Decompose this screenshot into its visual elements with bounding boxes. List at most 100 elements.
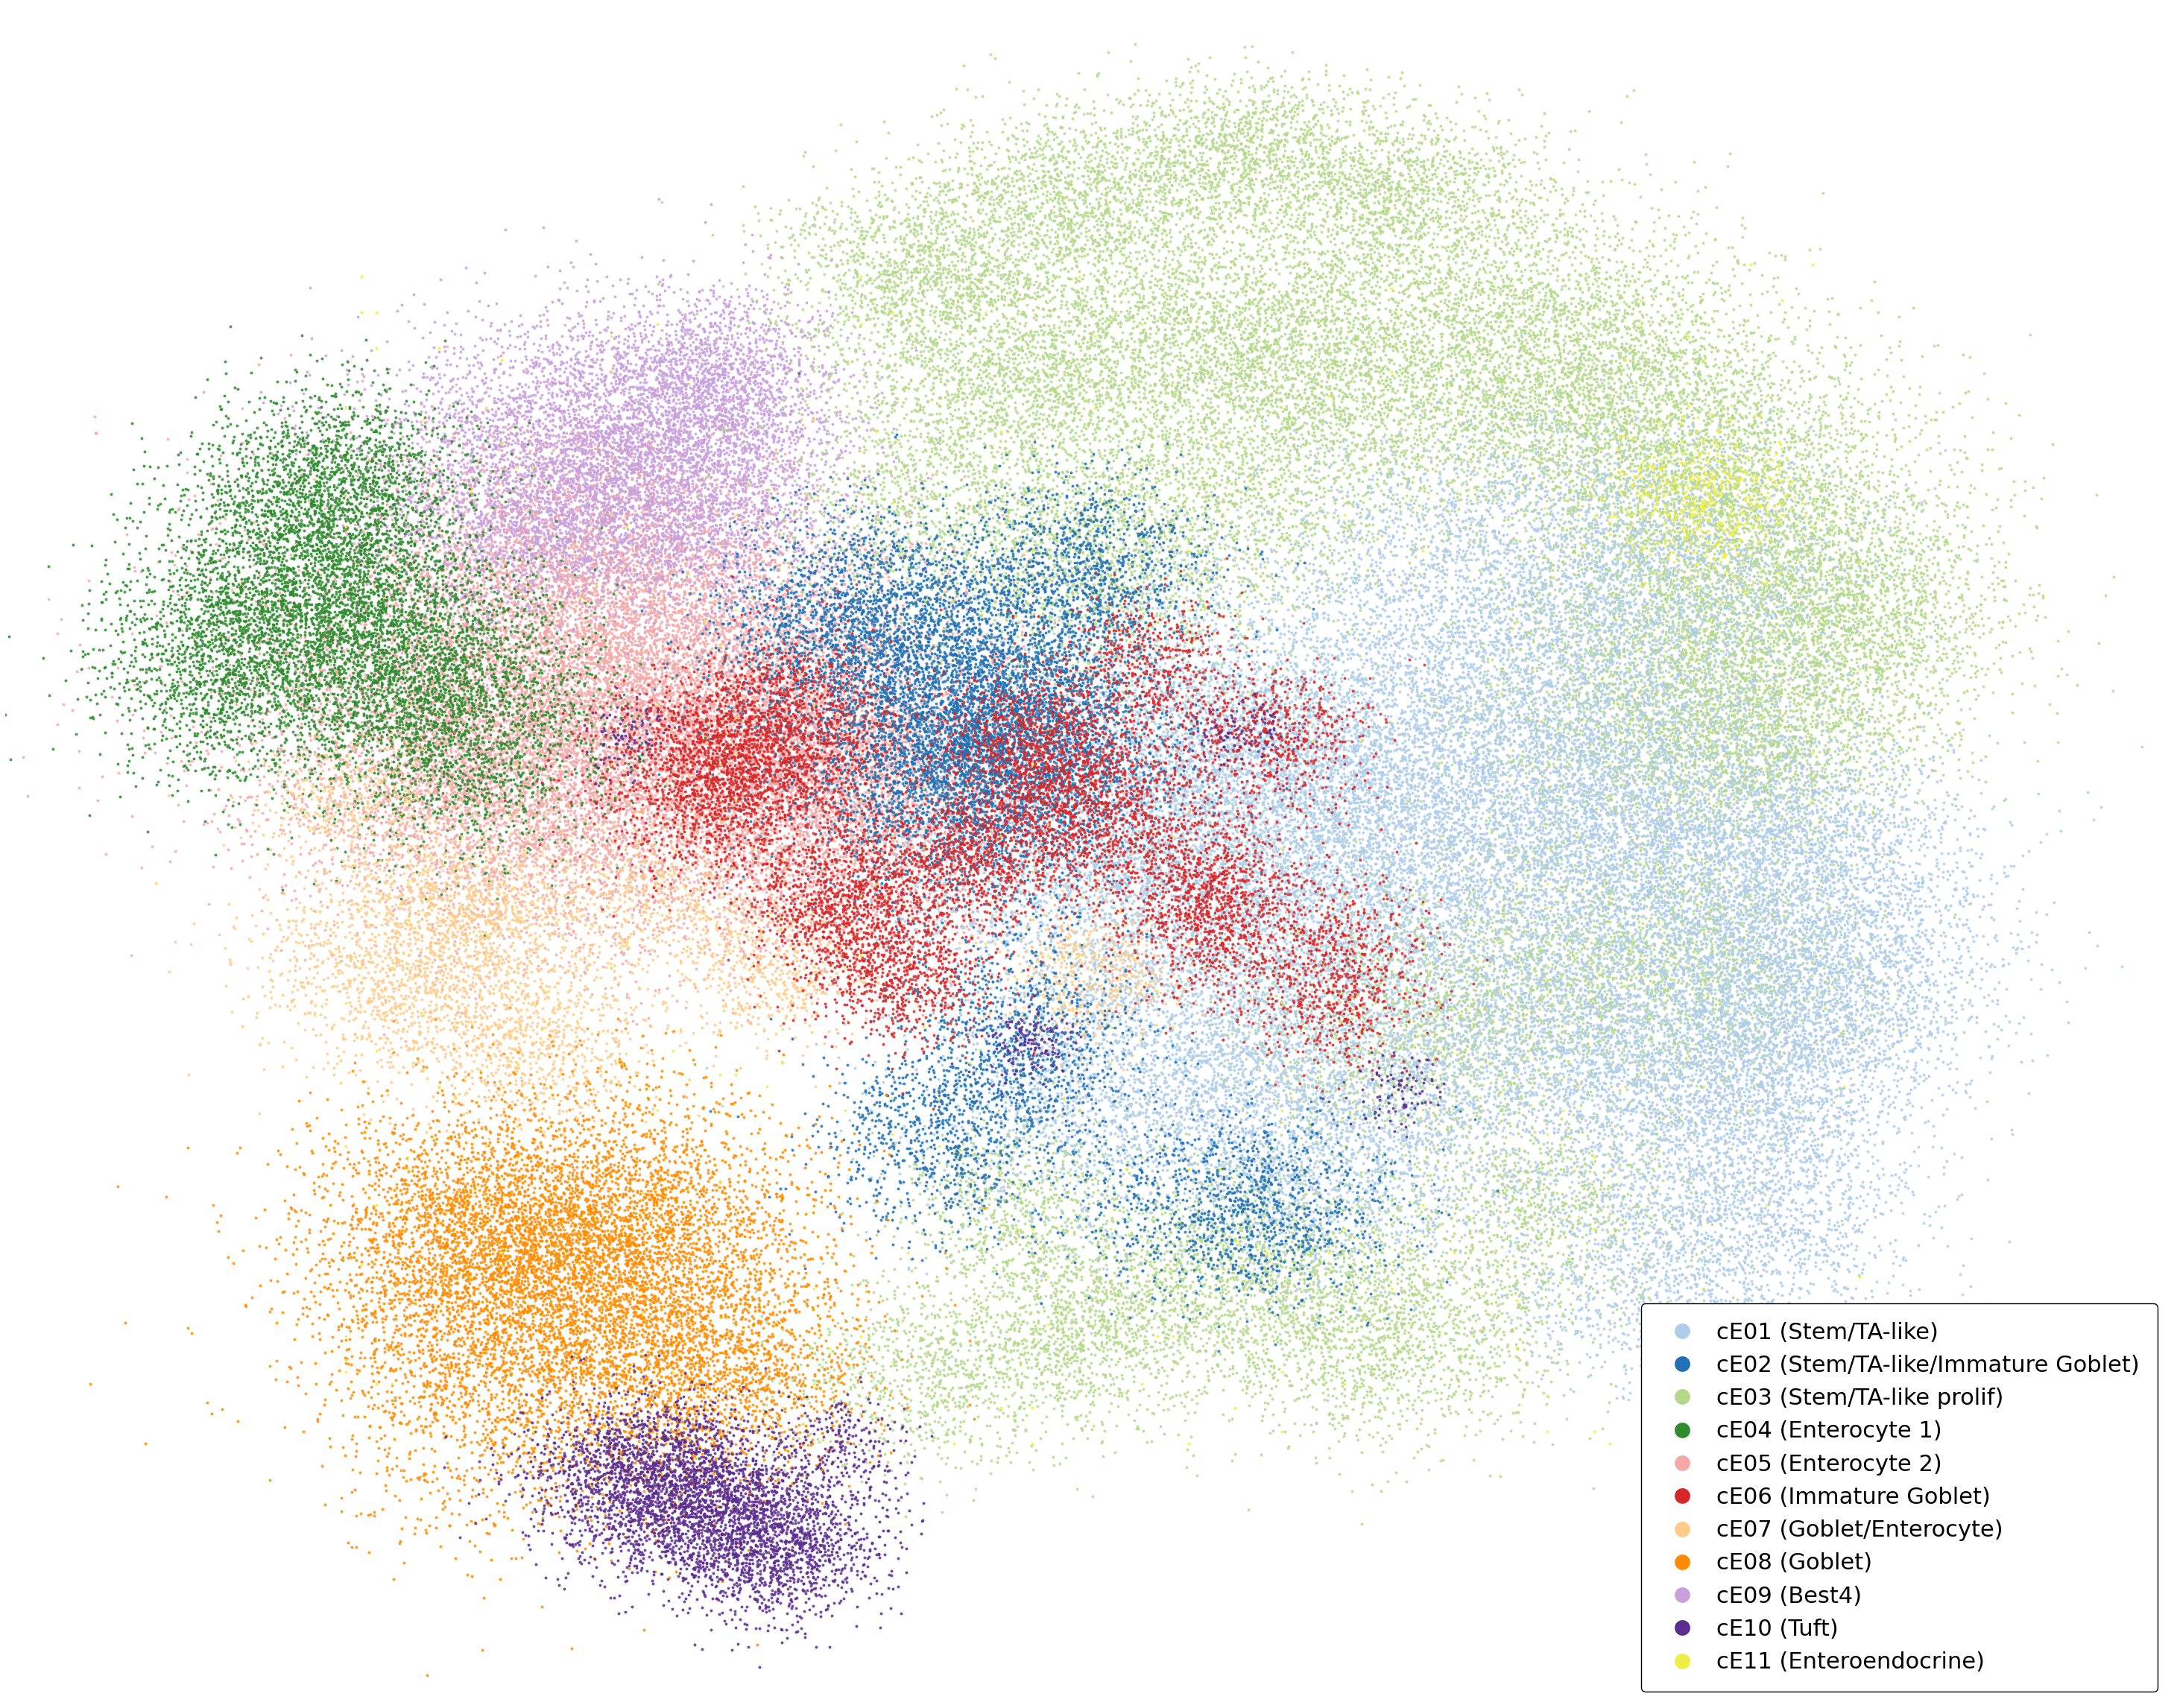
Point [996, 1402, 1030, 1430]
Point [1059, 750, 1094, 777]
Point [650, 444, 685, 471]
Point [1474, 417, 1509, 444]
Point [1452, 1385, 1487, 1413]
Point [1211, 874, 1246, 902]
Point [1639, 468, 1674, 495]
Point [1757, 968, 1791, 996]
Point [1296, 688, 1330, 716]
Point [528, 598, 563, 625]
Point [1446, 982, 1480, 1009]
Point [372, 518, 407, 545]
Point [1472, 1337, 1507, 1365]
Point [898, 844, 933, 871]
Point [798, 767, 833, 794]
Point [987, 434, 1022, 461]
Point [1478, 432, 1513, 459]
Point [1663, 1064, 1698, 1091]
Point [1265, 972, 1300, 999]
Point [1639, 480, 1674, 507]
Point [515, 724, 550, 752]
Point [1189, 222, 1224, 249]
Point [791, 968, 826, 996]
Point [944, 974, 978, 1001]
Point [1280, 1112, 1315, 1139]
Point [1104, 950, 1139, 977]
Point [891, 818, 926, 845]
Point [722, 832, 757, 859]
Point [283, 690, 317, 717]
Point [1704, 280, 1739, 307]
Point [1315, 1144, 1350, 1172]
Point [1615, 895, 1650, 922]
Point [422, 704, 457, 731]
Point [804, 926, 839, 953]
Point [491, 1290, 526, 1317]
Point [907, 1016, 941, 1044]
Point [1265, 523, 1300, 550]
Point [704, 384, 739, 412]
Point [1446, 953, 1480, 980]
Point [1754, 381, 1789, 408]
Point [896, 979, 930, 1006]
Point [1261, 849, 1296, 876]
Point [341, 781, 376, 808]
Point [1681, 658, 1715, 685]
Point [561, 634, 596, 661]
Point [528, 434, 563, 461]
Point [511, 323, 546, 350]
Point [1644, 881, 1678, 909]
Point [1802, 839, 1837, 866]
Point [1676, 900, 1711, 927]
Point [761, 374, 796, 401]
Point [1357, 767, 1391, 794]
Point [1257, 876, 1291, 904]
Point [996, 926, 1030, 953]
Point [507, 596, 541, 623]
Point [750, 851, 785, 878]
Point [502, 488, 537, 516]
Point [485, 389, 520, 417]
Point [1685, 588, 1720, 615]
Point [696, 412, 730, 439]
Point [1026, 740, 1061, 767]
Point [898, 376, 933, 403]
Point [954, 596, 989, 623]
Point [1611, 514, 1646, 541]
Point [922, 427, 957, 454]
Point [1454, 705, 1489, 733]
Point [628, 490, 663, 518]
Point [635, 535, 670, 562]
Point [1287, 190, 1322, 217]
Point [491, 726, 526, 753]
Point [1148, 1238, 1183, 1266]
Point [1000, 490, 1035, 518]
Point [1670, 996, 1704, 1023]
Point [702, 712, 737, 740]
Point [476, 955, 511, 982]
Point [1594, 1064, 1628, 1091]
Point [713, 835, 748, 863]
Point [1072, 407, 1107, 434]
Point [1167, 1008, 1202, 1035]
Point [485, 680, 520, 707]
Point [1904, 559, 1939, 586]
Point [1537, 366, 1572, 393]
Point [867, 719, 902, 746]
Point [809, 931, 844, 958]
Point [578, 781, 613, 808]
Point [1200, 632, 1235, 659]
Point [594, 1201, 628, 1228]
Point [1635, 608, 1670, 635]
Point [1102, 630, 1137, 658]
Point [696, 1192, 730, 1220]
Point [1713, 471, 1748, 499]
Point [1628, 301, 1663, 328]
Point [904, 847, 939, 874]
Point [1398, 1068, 1433, 1095]
Point [1183, 845, 1217, 873]
Point [728, 1363, 763, 1390]
Point [1285, 808, 1320, 835]
Point [646, 767, 680, 794]
Point [1091, 748, 1126, 775]
Point [1265, 232, 1300, 260]
